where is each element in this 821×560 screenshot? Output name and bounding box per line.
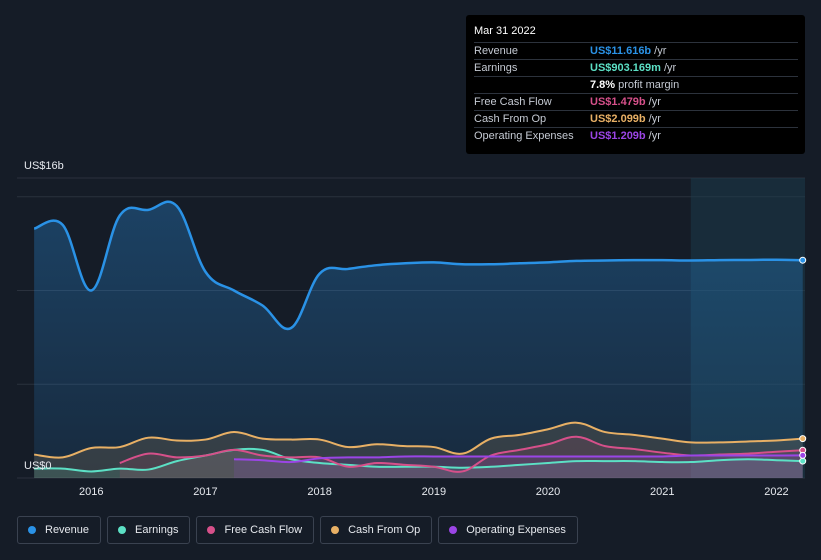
legend-item-cash-from-op[interactable]: Cash From Op <box>320 516 433 544</box>
series-area-revenue <box>34 201 803 478</box>
tooltip-row: Operating Expenses US$1.209b/yr <box>474 128 798 144</box>
tooltip-row-label: Revenue <box>474 45 519 57</box>
legend-dot-icon <box>449 526 458 534</box>
legend-label: Free Cash Flow <box>224 524 303 536</box>
legend-item-free-cash-flow[interactable]: Free Cash Flow <box>196 516 315 544</box>
tooltip-row-value: US$903.169m <box>590 62 661 74</box>
series-endpoint-cash-from-op <box>799 435 807 443</box>
legend-item-operating-expenses[interactable]: Operating Expenses <box>438 516 578 544</box>
legend: Revenue Earnings Free Cash Flow Cash From O… <box>17 516 578 544</box>
series-area-earnings <box>34 448 803 478</box>
tooltip-row-label: Operating Expenses <box>474 130 574 142</box>
x-tick-label: 2019 <box>422 486 446 498</box>
series-area-free-cash-flow <box>119 436 803 478</box>
legend-label: Earnings <box>135 524 179 536</box>
legend-dot-icon <box>28 526 36 534</box>
series-line-cash-from-op <box>34 421 803 459</box>
legend-dot-icon <box>207 526 216 534</box>
series-line-earnings <box>34 447 803 473</box>
tooltip-row: Earnings US$903.169m/yr <box>474 60 798 77</box>
x-tick-label: 2021 <box>650 486 674 498</box>
y-axis-zero-label: US$0 <box>24 460 52 472</box>
tooltip-row-value: US$2.099b <box>590 113 646 125</box>
legend-item-earnings[interactable]: Earnings <box>107 516 191 544</box>
tooltip-row-unit: /yr <box>648 130 661 142</box>
series-line-revenue <box>33 200 803 331</box>
tooltip-row-label: Earnings <box>474 62 518 74</box>
tooltip-row: Revenue US$11.616b/yr <box>474 43 798 60</box>
series-endpoint-earnings <box>799 457 807 465</box>
tooltip-row-value: 7.8% <box>590 79 616 91</box>
tooltip-row: Cash From Op US$2.099b/yr <box>474 111 798 128</box>
series-lines <box>33 200 803 473</box>
series-line-operating-expenses <box>233 454 803 464</box>
legend-item-revenue[interactable]: Revenue <box>17 516 102 544</box>
tooltip-row-value: US$1.479b <box>590 96 646 108</box>
chart: 2016 2017 2018 2019 2020 2021 2022 <box>17 177 807 498</box>
x-tick-label: 2018 <box>307 486 331 498</box>
series-endpoints <box>799 256 807 465</box>
series-endpoint-revenue <box>799 256 807 264</box>
series-area-cash-from-op <box>34 422 803 478</box>
legend-label: Revenue <box>45 524 90 536</box>
x-tick-label: 2020 <box>536 486 560 498</box>
tooltip-row: 7.8% profit margin <box>474 77 798 94</box>
tooltip-row-value: US$1.209b <box>590 130 646 142</box>
x-tick-label: 2022 <box>764 486 788 498</box>
x-tick-label: 2016 <box>79 486 103 498</box>
x-tick-label: 2017 <box>193 486 217 498</box>
tooltip-rows: Revenue US$11.616b/yr Earnings US$903.169m /… <box>474 43 798 144</box>
series-endpoint-operating-expenses <box>799 451 807 459</box>
y-axis-top-label: US$16b <box>24 160 64 172</box>
tooltip-row-label: Free Cash Flow <box>474 96 552 108</box>
tooltip-row-label: Cash From Op <box>474 113 547 125</box>
tooltip-row: Free Cash Flow US$1.479b/yr <box>474 94 798 111</box>
series-areas <box>34 201 803 478</box>
tooltip-row-unit: /yr <box>663 62 677 74</box>
tooltip-row-unit: /yr <box>648 96 661 108</box>
tooltip-panel: Mar 31 2022 Revenue US$11.616b/yr Earnings… <box>466 15 805 154</box>
tooltip-row-unit: /yr <box>654 45 667 57</box>
legend-dot-icon <box>118 526 127 534</box>
legend-dot-icon <box>331 526 340 534</box>
tooltip-date: Mar 31 2022 <box>474 21 798 43</box>
x-axis-ticks: 2016 2017 2018 2019 2020 2021 2022 <box>79 486 789 498</box>
legend-label: Cash From Op <box>348 524 421 536</box>
legend-label: Operating Expenses <box>466 524 566 536</box>
tooltip-row-value: US$11.616b <box>590 45 652 57</box>
tooltip-row-unit: /yr <box>648 113 661 125</box>
tooltip-row-unit: profit margin <box>618 79 680 91</box>
series-area-operating-expenses <box>233 455 803 478</box>
